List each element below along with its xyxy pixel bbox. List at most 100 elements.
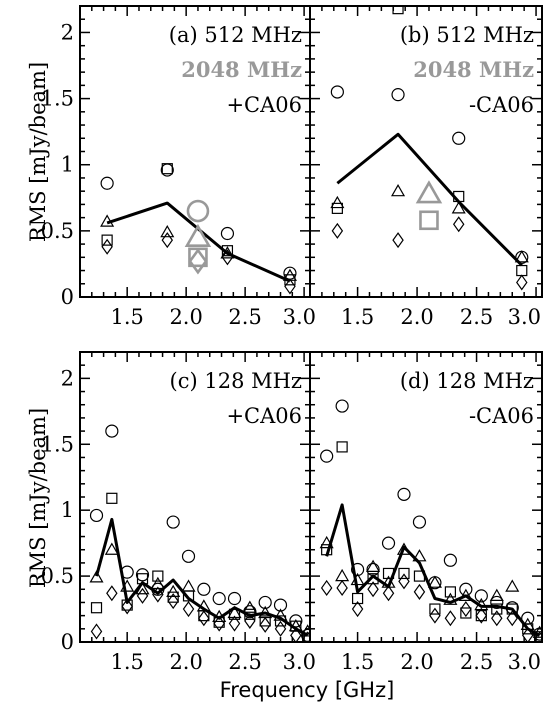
point-square [161,163,173,175]
point-triangle [391,183,406,197]
point-circle [220,226,235,241]
panel-b: 1.5 2.0 2.5 3.0 (b) 512 MHz 2048 MHz -CA06 [309,5,543,329]
y-tick-label: 1 [61,498,74,522]
point-diamond [167,593,179,610]
x-tick-label: 3.0 [283,305,316,329]
panel-frame [79,351,311,643]
point-square [106,492,118,504]
x-tick-label: 1.5 [110,650,143,674]
point-triangle [366,559,381,572]
panel-frame [309,351,543,643]
point-square [336,441,348,453]
point-circle [273,598,288,612]
point-diamond [331,222,344,239]
x-tick-label: 2.0 [169,305,202,329]
point-diamond [506,610,518,627]
x-tick-label: 1.5 [110,305,143,329]
series-line [95,517,309,637]
point-square [101,234,113,246]
series-line [336,132,523,267]
point-triangle [300,624,310,637]
panel-label-overlay: 2048 MHz [413,57,534,82]
point-triangle [415,180,443,204]
x-tick-label: 3.0 [283,650,316,674]
point-square [516,264,528,277]
point-triangle [273,608,288,621]
x-tick-label: 2.0 [400,650,433,674]
point-triangle [427,575,442,588]
y-tick-label: 2 [61,366,74,390]
point-triangle [184,223,212,248]
y-tick-label: 1 [61,153,74,177]
point-diamond [413,583,426,600]
point-triangle [489,588,504,601]
panel-label-freq: (b) 512 MHz [400,23,534,47]
point-circle [166,515,180,529]
point-diamond [336,579,348,596]
point-circle [197,582,211,596]
point-triangle [104,542,119,555]
point-diamond [121,598,133,615]
point-square [429,603,441,615]
point-circle [443,553,457,567]
point-diamond [101,238,113,255]
point-diamond [182,601,195,618]
point-diamond [491,610,503,627]
point-diamond [516,274,528,291]
point-triangle [181,579,196,592]
point-circle [381,536,396,550]
point-diamond [290,627,302,642]
point-circle [335,399,349,413]
x-tick-label: 3.0 [508,650,541,674]
point-square [392,6,404,15]
point-circle [186,199,210,223]
point-square [331,202,343,214]
point-circle [474,589,488,603]
y-tick-label: 0.5 [41,219,74,243]
panel-label-freq: (a) 512 MHz [169,23,302,47]
y-tick-label: 0 [61,285,74,309]
panel-label-config: +CA06 [226,93,302,117]
point-circle [391,88,405,102]
panel-label-config: -CA06 [469,404,534,428]
point-circle [330,85,344,99]
panel-data [89,424,310,642]
point-square [152,570,164,582]
point-diamond [398,573,410,590]
point-circle [105,424,119,438]
point-triangle [160,224,175,238]
point-circle [452,131,466,145]
x-axis-title: Frequency [GHz] [220,678,395,702]
point-diamond [259,616,271,633]
point-triangle [335,568,350,582]
point-diamond [392,232,404,249]
point-circle [212,591,226,606]
point-triangle [242,600,257,613]
point-diamond [533,631,542,642]
panel-data [319,399,542,642]
point-diamond [274,620,287,637]
x-tick-label: 2.0 [169,650,202,674]
y-tick-label: 1.5 [41,87,74,111]
panel-c: 0 0.5 1 1.5 2 1.5 2.0 2.5 3.0 (c) 128 MHz +CA06 [41,351,316,674]
point-diamond [444,610,457,627]
point-square [351,592,364,605]
point-circle [135,568,150,582]
panel-label-config: +CA06 [226,404,302,428]
point-circle [320,449,334,463]
point-diamond [228,615,241,632]
x-tick-label: 1.5 [341,305,374,329]
point-square [444,586,456,598]
point-diamond [367,581,379,598]
x-tick-label: 2.0 [400,305,433,329]
panel-d: 1.5 2.0 2.5 3.0 (d) 128 MHz -CA06 [309,351,543,674]
point-square [460,607,472,619]
point-diamond [301,631,310,642]
point-triangle [458,588,473,601]
point-triangle [166,584,181,598]
point-triangle [330,195,345,209]
point-triangle [443,592,458,605]
point-diamond [244,612,256,629]
y-tick-label: 1.5 [41,432,74,456]
